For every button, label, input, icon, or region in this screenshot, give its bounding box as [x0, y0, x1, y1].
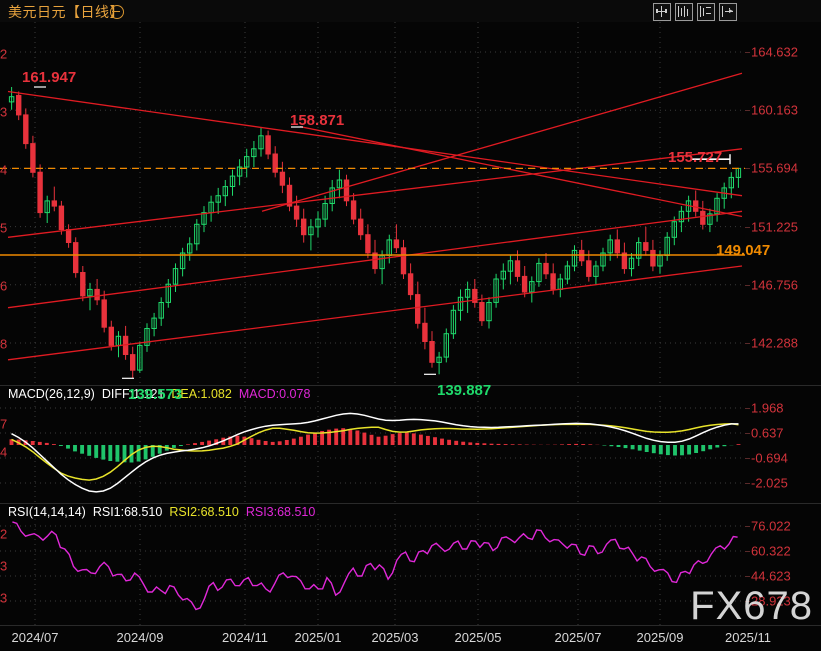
rsi1-value: RSI1:68.510: [92, 505, 163, 519]
macd-panel: MACD(26,12,9) DIFF:1.121 DEA:1.082 MACD:0.0…: [0, 385, 821, 504]
rsi-title: RSI(14,14,14): [8, 505, 86, 519]
x-axis-label: 2025/11: [724, 630, 772, 645]
macd-y-label: -0.694: [751, 450, 788, 466]
macd-y-tick: [745, 483, 750, 484]
macd-diff-value: DIFF:1.121: [101, 387, 165, 401]
price-y-tick: [745, 168, 750, 170]
crosshair-move-icon[interactable]: [653, 3, 671, 21]
rsi-y-tick: [745, 600, 750, 602]
macd-y-tick: [745, 458, 750, 459]
rsi-plot-area[interactable]: [0, 504, 745, 626]
price-y-axis: 164.632 160.163 155.694 151.225 146.756 142.2…: [745, 22, 821, 385]
arrow-right-icon[interactable]: [719, 3, 737, 21]
macd-hist-value: MACD:0.078: [238, 387, 311, 401]
rsi2-value: RSI2:68.510: [169, 505, 239, 519]
refresh-icon[interactable]: [110, 5, 124, 19]
rsi-y-label: 76.022: [751, 518, 791, 534]
macd-y-label: -2.025: [751, 475, 788, 491]
macd-y-label: 1.968: [751, 400, 784, 416]
price-y-tick: [745, 52, 750, 53]
x-axis-label: 2024/11: [221, 630, 269, 645]
macd-left-label: 7: [0, 416, 8, 432]
chart-header: 美元日元【日线】: [0, 0, 821, 22]
rsi-chart-svg: [0, 514, 745, 626]
rsi-y-label: 44.623: [751, 568, 791, 584]
rsi-y-label: 28.923: [751, 593, 791, 609]
price-annotation-level-149: 149.047: [716, 242, 771, 259]
x-axis-label: 2025/03: [371, 630, 419, 645]
rsi-left-label: 2: [0, 526, 8, 542]
price-plot-area[interactable]: [0, 22, 745, 385]
price-left-label: 2: [0, 46, 8, 62]
price-left-label: 6: [0, 278, 8, 294]
macd-y-tick: [745, 433, 750, 434]
rsi-panel: RSI(14,14,14) RSI1:68.510 RSI2:68.510 RSI3:…: [0, 503, 821, 626]
rsi3-value: RSI3:68.510: [245, 505, 316, 519]
macd-dea-value: DEA:1.082: [171, 387, 232, 401]
macd-plot-area[interactable]: [0, 386, 745, 504]
rsi-y-axis: 76.022 60.322 44.623 28.923: [745, 504, 821, 626]
macd-y-tick: [745, 408, 750, 409]
price-annotation-high-161: 161.947: [22, 69, 77, 86]
macd-y-label: 0.637: [751, 425, 784, 441]
price-y-label: 142.288: [751, 335, 798, 351]
x-axis-label: 2024/09: [116, 630, 164, 645]
price-y-tick: [745, 226, 750, 228]
price-left-label: 3: [0, 104, 8, 120]
rsi-left-label: 3: [0, 590, 8, 606]
price-left-label: 8: [0, 336, 8, 352]
price-y-tick: [745, 110, 750, 112]
x-axis-label: 2025/05: [454, 630, 502, 645]
price-y-tick: [745, 284, 750, 286]
x-axis-label: 2025/09: [636, 630, 684, 645]
macd-y-axis: 1.968 0.637 -0.694 -2.025: [745, 386, 821, 504]
price-y-label: 151.225: [751, 219, 798, 235]
rsi-y-tick: [745, 551, 750, 552]
rsi-header: RSI(14,14,14) RSI1:68.510 RSI2:68.510 RSI3:…: [8, 505, 322, 519]
price-y-label: 160.163: [751, 102, 798, 118]
bars-left-icon[interactable]: [675, 3, 693, 21]
price-left-label: 4: [0, 162, 8, 178]
x-axis-label: 2025/01: [294, 630, 342, 645]
price-y-label: 155.694: [751, 160, 798, 176]
rsi-y-tick: [745, 575, 750, 577]
x-axis-label: 2024/07: [11, 630, 59, 645]
macd-chart-svg: [0, 396, 745, 504]
macd-title: MACD(26,12,9): [8, 387, 95, 401]
price-y-label: 146.756: [751, 277, 798, 293]
price-y-tick: [745, 342, 750, 344]
price-left-label: 5: [0, 220, 8, 236]
price-annotation-low-139b: 139.887: [437, 382, 492, 399]
x-axis: 2024/07 2024/09 2024/11 2025/01 2025/03 2025/…: [0, 625, 821, 651]
price-panel: 164.632 160.163 155.694 151.225 146.756 142.2…: [0, 22, 821, 403]
macd-left-label: 4: [0, 444, 8, 460]
page-title: 美元日元【日线】: [8, 5, 124, 21]
price-annotation-high-158: 158.871: [290, 112, 345, 129]
x-axis-label: 2025/07: [554, 630, 602, 645]
price-annotation-high-155: 155.727: [668, 149, 723, 166]
rsi-left-label: 3: [0, 558, 8, 574]
rsi-y-label: 60.322: [751, 543, 791, 559]
watermark: FX678: [690, 584, 813, 628]
macd-header: MACD(26,12,9) DIFF:1.121 DEA:1.082 MACD:0.0…: [8, 387, 317, 401]
price-y-label: 164.632: [751, 44, 798, 60]
rsi-y-tick: [745, 526, 750, 527]
chart-toolbar: [653, 3, 737, 21]
price-annotation-low-139a: 139.573: [128, 386, 183, 403]
bars-right-icon[interactable]: [697, 3, 715, 21]
price-chart-svg: [0, 22, 745, 385]
